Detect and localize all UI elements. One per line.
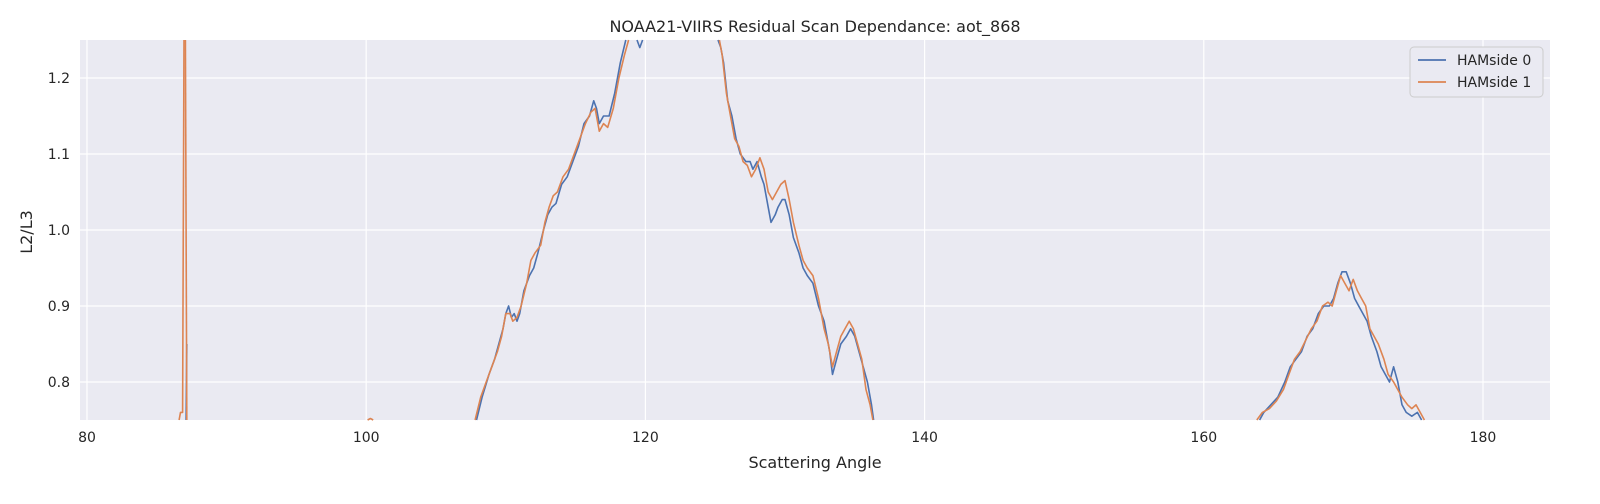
x-tick-label: 100 — [353, 430, 380, 446]
series-hamside-1 — [178, 39, 1426, 421]
y-tick-label: 0.8 — [48, 375, 70, 391]
series-line-segment — [367, 417, 374, 421]
legend: HAMside 0 HAMside 1 — [1409, 46, 1544, 98]
legend-label-hamside-1: HAMside 1 — [1457, 75, 1531, 91]
series-line-segment — [184, 39, 188, 421]
x-tick-label: 140 — [911, 430, 938, 446]
y-tick-label: 1.0 — [48, 223, 70, 239]
series-line-segment — [1256, 274, 1426, 421]
chart-title: NOAA21-VIIRS Residual Scan Dependance: a… — [609, 17, 1020, 37]
y-tick-label: 0.9 — [48, 299, 70, 315]
y-axis-label: L2/L3 — [17, 210, 36, 254]
series-line-segment — [474, 39, 630, 421]
legend-label-hamside-0: HAMside 0 — [1457, 53, 1531, 69]
grid-lines — [80, 40, 1550, 420]
series-line-segment — [178, 39, 185, 421]
axis-ticks: 80 100 120 140 160 180 0.8 0.9 1.0 1.1 1.2 — [48, 71, 1497, 446]
x-tick-label: 80 — [78, 430, 96, 446]
y-tick-label: 1.2 — [48, 71, 70, 87]
series-lines — [178, 39, 1426, 421]
y-tick-label: 1.1 — [48, 147, 70, 163]
x-tick-label: 120 — [632, 430, 659, 446]
x-axis-label: Scattering Angle — [748, 453, 881, 472]
x-tick-label: 180 — [1470, 430, 1497, 446]
series-line-segment — [636, 39, 644, 49]
series-line-segment — [718, 39, 874, 421]
x-tick-label: 160 — [1190, 430, 1217, 446]
